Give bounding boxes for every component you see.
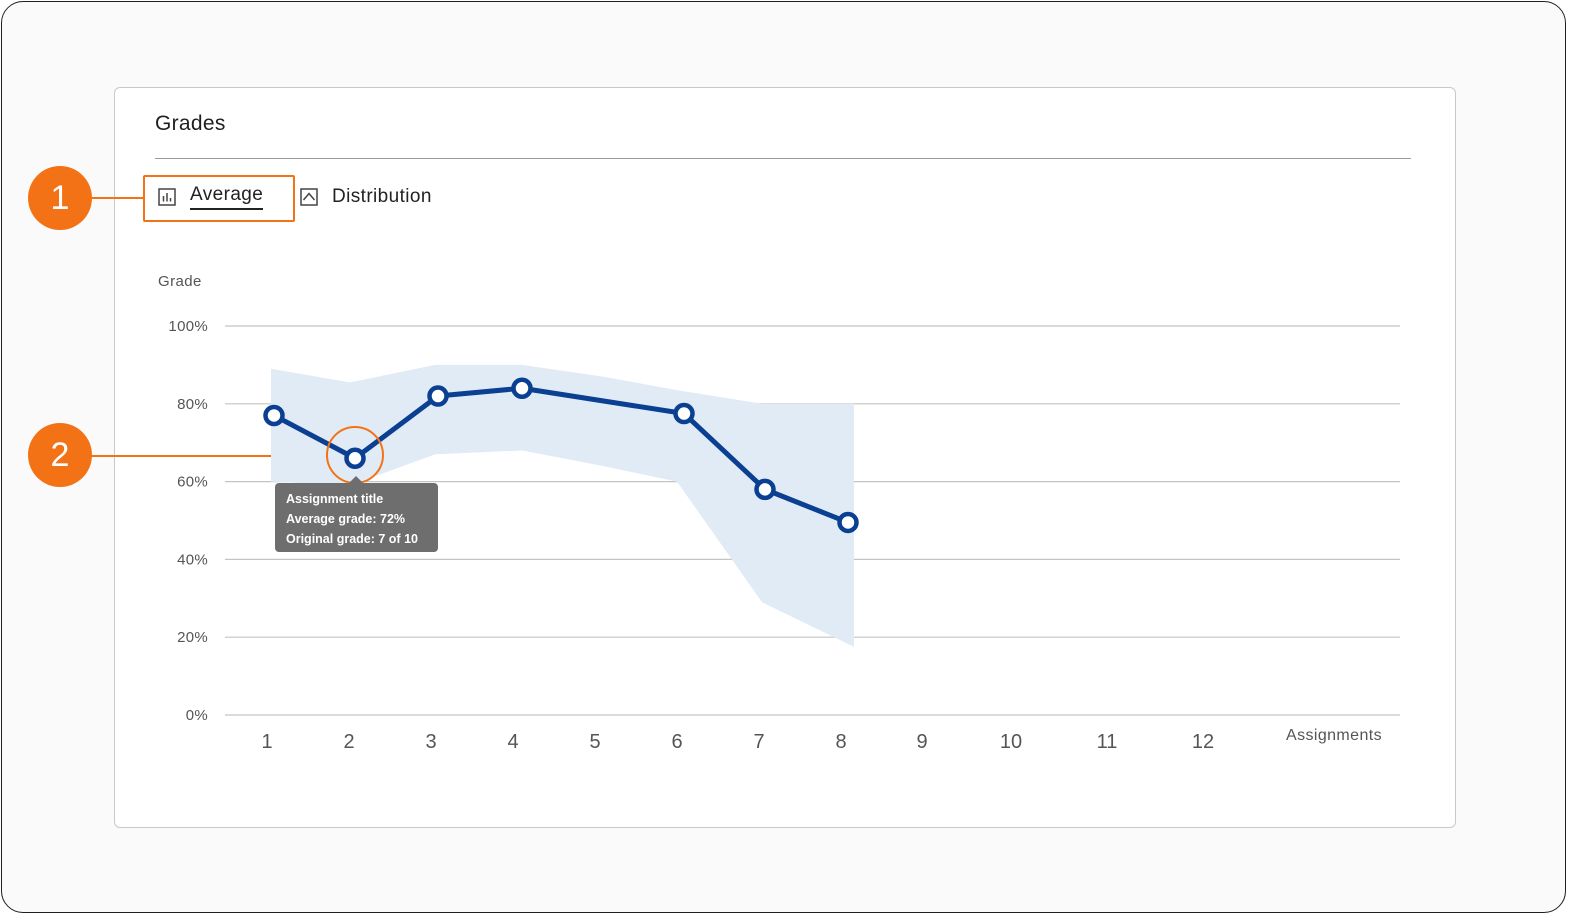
callout-badge-1: 1 bbox=[28, 166, 92, 230]
callout-connector-1 bbox=[90, 197, 144, 199]
x-tick-label: 9 bbox=[916, 731, 927, 753]
data-point bbox=[427, 385, 449, 407]
tab-average-label: Average bbox=[190, 184, 264, 210]
x-tick-label: 11 bbox=[1097, 731, 1118, 753]
tab-distribution-label: Distribution bbox=[332, 186, 432, 207]
tooltip-title: Assignment title bbox=[286, 492, 384, 506]
callout-badge-2: 2 bbox=[28, 423, 92, 487]
area-chart-icon bbox=[300, 188, 318, 206]
title-divider bbox=[155, 158, 1411, 159]
tab-average[interactable]: Average bbox=[158, 180, 264, 214]
x-tick-label: 4 bbox=[507, 731, 518, 753]
x-tick-label: 12 bbox=[1192, 731, 1214, 753]
x-tick-label: 7 bbox=[753, 731, 764, 753]
data-point bbox=[754, 478, 776, 501]
x-tick-label: 6 bbox=[671, 731, 682, 753]
y-axis-title: Grade bbox=[158, 273, 202, 290]
x-axis-title: Assignments bbox=[1286, 727, 1382, 744]
tab-distribution[interactable]: Distribution bbox=[300, 180, 432, 214]
x-tick-label: 3 bbox=[425, 731, 436, 753]
x-tick-label: 2 bbox=[343, 731, 354, 753]
data-point bbox=[837, 511, 859, 534]
bar-chart-icon bbox=[158, 188, 176, 206]
x-tick-label: 5 bbox=[589, 731, 600, 753]
data-point bbox=[511, 377, 533, 399]
tooltip-average-grade: Average grade: 72% bbox=[286, 512, 406, 526]
data-point bbox=[263, 404, 285, 427]
data-point-tooltip: Assignment title Average grade: 72% Orig… bbox=[275, 476, 438, 552]
data-point bbox=[673, 402, 695, 425]
tooltip-original-grade: Original grade: 7 of 10 bbox=[286, 532, 418, 546]
y-tick-label: 40% bbox=[177, 551, 208, 568]
card-title: Grades bbox=[155, 112, 226, 135]
x-tick-label: 1 bbox=[261, 731, 272, 753]
callout-connector-2 bbox=[90, 455, 328, 457]
y-tick-label: 60% bbox=[177, 474, 208, 491]
y-tick-label: 100% bbox=[168, 318, 208, 335]
y-tick-label: 20% bbox=[177, 629, 208, 646]
y-tick-label: 80% bbox=[177, 396, 208, 413]
y-tick-label: 0% bbox=[186, 707, 208, 724]
callout-highlight-box bbox=[143, 175, 295, 222]
x-tick-label: 10 bbox=[1000, 731, 1022, 753]
x-tick-label: 8 bbox=[835, 731, 846, 753]
